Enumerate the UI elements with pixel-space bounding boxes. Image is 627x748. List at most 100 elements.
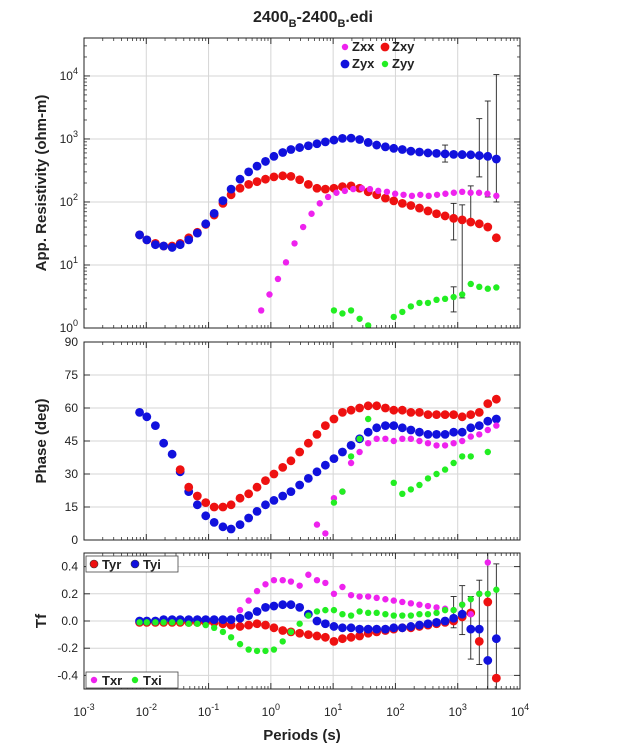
data-point-zyx [432, 148, 441, 158]
data-point-tyi [235, 613, 245, 623]
tick-exponent: 1 [337, 702, 342, 712]
data-point-txi [160, 619, 167, 626]
data-point-zxy [423, 410, 433, 419]
data-point-zxy [372, 401, 382, 411]
data-point-tyr [269, 623, 279, 633]
data-point-txi [168, 619, 176, 626]
data-point-txi [476, 590, 483, 597]
data-point-tyi [201, 615, 211, 625]
data-point-txr [330, 590, 338, 597]
legend-label-txi: Txi [143, 673, 162, 688]
data-point-zyx [329, 454, 339, 463]
data-point-txi [364, 609, 372, 617]
y-tick-label: 100 [60, 318, 78, 335]
data-point-zxy [252, 482, 262, 492]
data-point-zxy [457, 412, 467, 422]
data-point-zxy [235, 183, 245, 193]
data-point-zyx [338, 447, 347, 457]
tick-base: 10 [262, 705, 276, 719]
data-point-zxx [493, 192, 500, 200]
data-point-zyx [235, 174, 245, 184]
data-point-zxx [400, 191, 407, 198]
tick-base: 10 [449, 705, 463, 719]
data-point-txr [433, 604, 440, 611]
data-point-zxy [380, 403, 390, 413]
x-tick-label: 10-3 [73, 702, 94, 719]
data-point-txr [382, 596, 389, 603]
data-point-tyr [252, 619, 262, 629]
data-point-zyy [424, 299, 432, 307]
y-tick-label: 45 [65, 434, 79, 448]
y-tick-label: 0.4 [61, 560, 78, 574]
data-point-tyi [415, 620, 424, 630]
data-point-txi [185, 620, 192, 627]
data-point-tyi [320, 619, 330, 629]
data-point-zxy [474, 408, 484, 417]
data-point-txi [493, 586, 500, 593]
data-point-zxy [397, 198, 407, 208]
data-point-zyx [432, 430, 441, 439]
data-point-zxy [320, 421, 330, 430]
data-point-zxx [313, 521, 321, 528]
data-point-zxy [355, 403, 365, 413]
data-point-zyx [175, 240, 185, 250]
tick-exponent: 4 [524, 702, 529, 712]
data-point-zxy [449, 410, 459, 419]
data-point-zyx [286, 145, 296, 154]
data-point-zxx [417, 191, 424, 198]
data-point-tyi [423, 619, 433, 629]
data-point-zyx [167, 449, 177, 459]
data-point-zyx [235, 520, 245, 529]
data-point-zyx [312, 467, 322, 477]
data-point-zyx [466, 423, 476, 433]
data-point-zyx [201, 511, 211, 521]
data-point-tyi [440, 616, 450, 626]
data-point-zxx [373, 435, 380, 442]
data-point-tyi [218, 615, 228, 625]
data-point-zyx [159, 438, 169, 448]
data-point-zyx [167, 243, 177, 252]
data-point-zyx [406, 425, 416, 435]
y-axis-label: App. Resistivity (ohm-m) [33, 95, 50, 272]
data-layer [135, 553, 501, 689]
data-point-zxy [201, 498, 211, 507]
data-point-zyx [457, 150, 467, 159]
data-point-txr [270, 577, 278, 584]
data-point-txi [313, 608, 321, 615]
data-point-tyi [312, 616, 322, 626]
data-point-tyr [235, 622, 245, 631]
data-point-txi [236, 640, 244, 648]
data-point-txr [253, 587, 261, 595]
data-point-tyi [372, 624, 382, 634]
data-point-zxx [416, 437, 423, 445]
data-point-txi [253, 647, 261, 655]
data-point-zxx [358, 185, 366, 192]
tick-exponent: 2 [73, 192, 78, 202]
data-point-tyi [474, 624, 484, 634]
data-point-txi [296, 620, 303, 627]
y-tick-label: 30 [65, 467, 79, 481]
legend-marker-tyr [89, 559, 99, 569]
data-point-zxy [303, 438, 313, 448]
x-tick-label: 102 [386, 702, 404, 719]
data-point-zyx [312, 139, 322, 149]
data-point-tyi [406, 622, 416, 631]
data-point-zxy [466, 217, 476, 227]
data-point-zxx [484, 426, 491, 434]
data-point-tyi [346, 623, 356, 633]
data-point-zxy [432, 410, 441, 419]
data-point-zyx [295, 480, 305, 490]
data-point-zxx [450, 189, 458, 196]
data-point-tyr [355, 631, 365, 641]
data-point-zyx [389, 421, 399, 430]
legend-marker-txr [90, 676, 98, 684]
data-point-tyi [286, 600, 296, 610]
y-axis-label: Phase (deg) [33, 398, 50, 483]
data-point-zyx [380, 142, 390, 152]
data-point-tyr [278, 626, 288, 635]
legend-label-zyy: Zyy [392, 56, 415, 71]
data-point-txi [424, 611, 432, 618]
data-point-zxy [389, 405, 399, 415]
tick-exponent: 2 [400, 702, 405, 712]
